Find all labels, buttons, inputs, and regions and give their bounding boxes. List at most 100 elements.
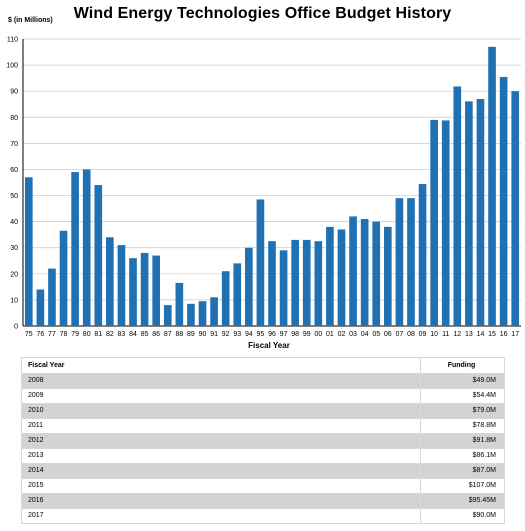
y-tick-label: 70 — [10, 141, 18, 148]
x-tick-label: 75 — [25, 331, 33, 338]
cell-funding: $78.8M — [420, 418, 505, 434]
x-tick-label: 80 — [83, 331, 91, 338]
y-tick-label: 0 — [14, 324, 18, 331]
chart-title: Wind Energy Technologies Office Budget H… — [73, 5, 452, 22]
cell-funding: $54.4M — [420, 388, 505, 404]
table-row: 2011 $78.8M — [21, 418, 505, 434]
bar — [48, 268, 56, 326]
table-header-row: Fiscal Year Funding — [21, 357, 505, 374]
cell-fiscal-year: 2016 — [21, 493, 421, 509]
cell-fiscal-year: 2011 — [21, 418, 421, 434]
bar — [349, 216, 357, 326]
y-tick-label: 40 — [10, 219, 18, 226]
cell-funding: $95.45M — [420, 493, 505, 509]
x-tick-label: 84 — [129, 331, 137, 338]
x-tick-label: 86 — [152, 331, 160, 338]
bars — [24, 46, 520, 327]
x-tick-label: 98 — [291, 331, 299, 338]
x-tick-label: 15 — [488, 331, 496, 338]
bar — [59, 230, 68, 326]
x-tick-label: 03 — [349, 331, 357, 338]
bar — [82, 169, 91, 326]
bar — [430, 119, 438, 326]
table-row: 2016 $95.45M — [21, 493, 505, 509]
bar — [94, 185, 103, 326]
bar — [117, 245, 126, 326]
bar — [488, 46, 496, 327]
table-row: 2010 $79.0M — [21, 403, 505, 419]
y-tick-label: 60 — [10, 167, 18, 174]
bar — [383, 226, 392, 326]
x-tick-label: 99 — [303, 331, 311, 338]
cell-fiscal-year: 2009 — [21, 388, 421, 404]
cell-fiscal-year: 2008 — [21, 373, 421, 389]
y-tick-label: 50 — [10, 193, 18, 200]
bar — [268, 241, 276, 326]
cell-fiscal-year: 2012 — [21, 433, 421, 449]
cell-fiscal-year: 2015 — [21, 478, 421, 494]
x-tick-label: 79 — [71, 331, 79, 338]
bar — [476, 99, 485, 326]
bar — [360, 219, 369, 326]
x-tick-label: 14 — [477, 331, 485, 338]
x-tick-label: 07 — [395, 331, 403, 338]
bar — [256, 199, 265, 326]
bar — [302, 239, 311, 326]
cell-funding: $49.0M — [420, 373, 505, 389]
bar — [129, 258, 137, 326]
bar — [163, 305, 172, 326]
x-tick-label: 93 — [233, 331, 241, 338]
x-tick-label: 02 — [338, 331, 346, 338]
cell-fiscal-year: 2013 — [21, 448, 421, 464]
x-axis-label: Fiscal Year — [248, 341, 290, 350]
x-tick-label: 94 — [245, 331, 253, 338]
table-row: 2009 $54.4M — [21, 388, 505, 404]
y-tick-label: 80 — [10, 115, 18, 122]
x-tick-label: 92 — [222, 331, 230, 338]
x-tick-label: 16 — [500, 331, 508, 338]
y-tick-label: 20 — [10, 271, 18, 278]
bar — [337, 229, 346, 326]
x-tick-label: 89 — [187, 331, 195, 338]
bar — [106, 237, 114, 326]
y-tick-label: 100 — [6, 63, 18, 70]
bar — [418, 184, 427, 326]
x-tick-label: 08 — [407, 331, 415, 338]
table-row: 2014 $87.0M — [21, 463, 505, 479]
x-tick-label: 88 — [175, 331, 183, 338]
x-tick-label: 77 — [48, 331, 56, 338]
bar — [372, 221, 381, 326]
bar — [245, 247, 253, 326]
table-row: 2012 $91.8M — [21, 433, 505, 449]
bar — [465, 101, 473, 326]
bar — [395, 198, 404, 326]
bar — [511, 91, 520, 326]
table-row: 2015 $107.0M — [21, 478, 505, 494]
bar — [407, 198, 415, 326]
x-tick-label: 87 — [164, 331, 172, 338]
y-axis-label: $ (in Millions) — [8, 17, 53, 24]
bar — [24, 177, 33, 326]
x-tick-label: 06 — [384, 331, 392, 338]
bar — [441, 120, 450, 327]
x-tick-label: 82 — [106, 331, 114, 338]
bar — [36, 289, 45, 326]
bar — [152, 255, 161, 326]
bar — [210, 297, 218, 326]
y-tick-label: 90 — [10, 89, 18, 96]
y-tick-label: 30 — [10, 245, 18, 252]
bar — [198, 301, 207, 326]
cell-funding: $90.0M — [420, 508, 505, 524]
x-tick-label: 05 — [372, 331, 380, 338]
bar — [71, 172, 79, 326]
cell-fiscal-year: 2010 — [21, 403, 421, 419]
cell-fiscal-year: 2017 — [21, 508, 421, 524]
x-tick-label: 11 — [442, 331, 449, 338]
header-fiscal-year: Fiscal Year — [21, 357, 421, 374]
y-tick-label: 110 — [7, 37, 18, 44]
bar — [314, 241, 323, 326]
header-funding: Funding — [420, 357, 505, 374]
bar — [453, 86, 462, 327]
y-tick-label: 10 — [10, 297, 18, 304]
